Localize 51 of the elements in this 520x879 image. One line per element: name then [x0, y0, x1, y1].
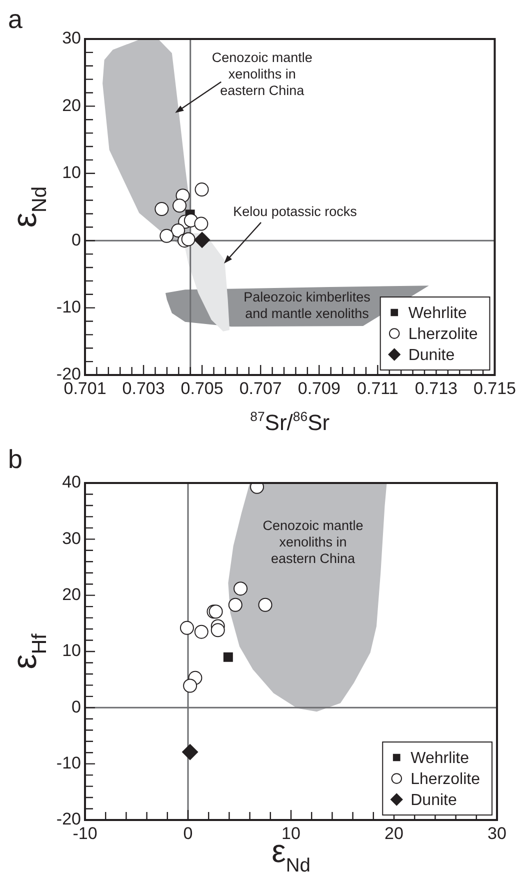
annotation: Paleozoic kimberlites and mantle xenoliths — [244, 289, 371, 321]
x-tick-label: 0.703 — [122, 378, 165, 398]
x-tick-label: 30 — [488, 824, 506, 843]
x-tick-label: 0 — [183, 824, 193, 843]
x-tick-label: 0.705 — [180, 378, 224, 398]
x-tick-label: 0.709 — [298, 378, 340, 398]
y-tick-label: 0 — [72, 230, 81, 250]
y-tick-label: 20 — [62, 96, 81, 115]
point — [172, 198, 187, 213]
legend-label: Wehrlite — [410, 750, 470, 767]
annotation: Cenozoic mantle xenoliths in eastern China — [212, 50, 312, 98]
x-tick-label: 0.701 — [64, 378, 106, 398]
point — [258, 598, 272, 612]
x-tick-label: 0.715 — [473, 378, 516, 398]
y-axis-title: εNd — [6, 186, 52, 228]
point — [171, 224, 186, 238]
annotation: Kelou potassic rocks — [233, 204, 358, 220]
y-axis-title: εHf — [6, 633, 52, 670]
point — [223, 652, 233, 662]
point — [160, 228, 174, 243]
y-tick-label: 0 — [72, 697, 81, 716]
point — [181, 232, 196, 246]
point — [194, 232, 210, 248]
point — [234, 582, 248, 596]
point — [154, 202, 169, 216]
point — [210, 623, 225, 638]
point — [182, 744, 198, 760]
x-tick-label: 10 — [282, 824, 300, 843]
chart-title: b — [8, 444, 22, 474]
legend-label: Lherzolite — [410, 770, 480, 788]
x-tick-label: 0.711 — [357, 378, 398, 398]
y-tick-label: -10 — [56, 754, 81, 773]
y-tick-label: 30 — [62, 28, 81, 48]
y-tick-label: 10 — [62, 641, 81, 660]
legend-label: Lherzolite — [408, 326, 478, 343]
x-tick-label: 0.713 — [414, 378, 458, 398]
y-tick-label: -20 — [56, 810, 81, 829]
legend-label: Dunite — [408, 346, 455, 364]
annotation: Cenozoic mantle xenoliths in eastern China — [262, 518, 364, 566]
y-tick-label: -10 — [56, 297, 81, 316]
chart-title: a — [8, 4, 23, 34]
legend-label: Wehrlite — [408, 304, 467, 322]
y-tick-label: 40 — [62, 472, 81, 492]
y-tick-label: 20 — [62, 585, 81, 604]
y-tick-label: 30 — [62, 528, 81, 548]
y-tick-label: 10 — [62, 163, 81, 182]
x-tick-label: 0.707 — [239, 378, 282, 398]
x-tick-label: 20 — [384, 824, 404, 843]
legend-label: Dunite — [410, 792, 457, 809]
point — [183, 678, 198, 693]
point — [228, 598, 242, 612]
